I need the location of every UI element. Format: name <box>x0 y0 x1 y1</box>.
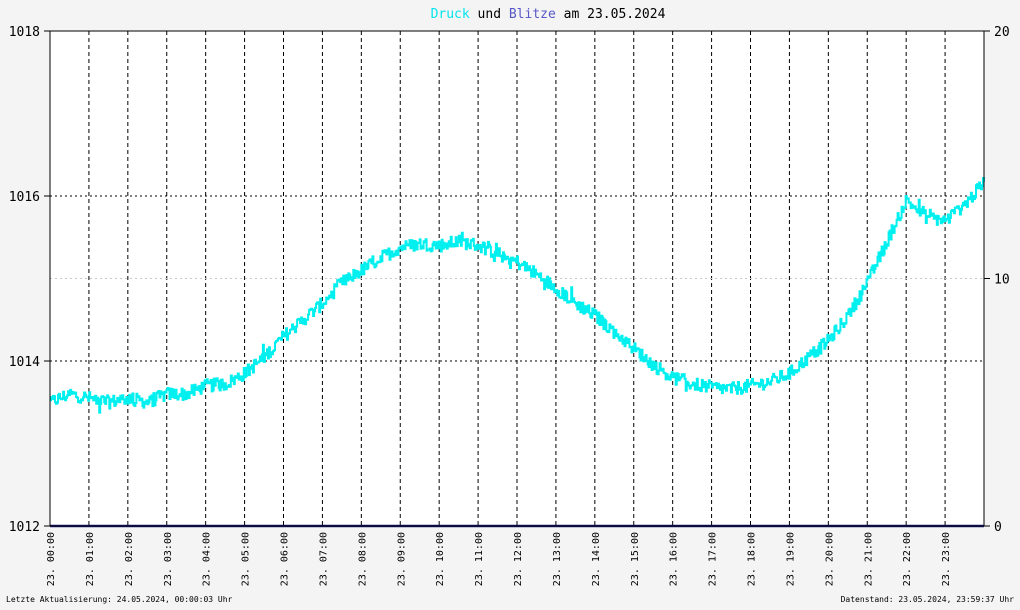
x-tick-label: 23. 13:00 <box>552 532 563 586</box>
x-tick-label: 23. 18:00 <box>747 532 758 586</box>
x-tick-label: 23. 00:00 <box>46 532 57 586</box>
y-tick-label-left: 1018 <box>9 25 40 40</box>
x-tick-label: 23. 09:00 <box>396 532 407 586</box>
x-tick-label: 23. 04:00 <box>202 532 213 586</box>
x-tick-label: 23. 10:00 <box>435 532 446 586</box>
x-tick-label: 23. 23:00 <box>941 532 952 586</box>
x-tick-label: 23. 21:00 <box>863 532 874 586</box>
x-tick-label: 23. 11:00 <box>474 532 485 586</box>
y-tick-label-left: 1016 <box>9 190 40 205</box>
series-line-druck <box>50 177 985 414</box>
x-tick-label: 23. 14:00 <box>591 532 602 586</box>
x-tick-label: 23. 20:00 <box>824 532 835 586</box>
chart-title-part-1: und <box>470 7 509 22</box>
footer-left: Letzte Aktualisierung: 24.05.2024, 00:00… <box>6 595 233 604</box>
chart-title-part-3: am 23.05.2024 <box>556 7 666 22</box>
x-tick-label: 23. 22:00 <box>902 532 913 586</box>
chart-title-part-2: Blitze <box>509 7 556 22</box>
x-tick-label: 23. 15:00 <box>630 532 641 586</box>
x-tick-label: 23. 01:00 <box>85 532 96 586</box>
chart-title-part-0: Druck <box>431 7 470 22</box>
x-tick-label: 23. 16:00 <box>669 532 680 586</box>
x-tick-label: 23. 06:00 <box>280 532 291 586</box>
x-tick-label: 23. 17:00 <box>708 532 719 586</box>
y-tick-label-right: 0 <box>994 520 1002 535</box>
footer-right: Datenstand: 23.05.2024, 23:59:37 Uhr <box>841 595 1015 604</box>
axes: 23. 00:00 23. 01:00 23. 02:00 23. 03:00 23. … <box>9 25 1010 586</box>
x-tick-label: 23. 12:00 <box>513 532 524 586</box>
x-tick-label: 23. 07:00 <box>318 532 329 586</box>
y-tick-label-left: 1014 <box>9 355 40 370</box>
y-tick-label-right: 20 <box>994 25 1010 40</box>
y-tick-label-right: 10 <box>994 273 1010 288</box>
x-tick-label: 23. 02:00 <box>124 532 135 586</box>
x-tick-label: 23. 08:00 <box>357 532 368 586</box>
x-tick-label: 23. 19:00 <box>785 532 796 586</box>
x-tick-label: 23. 03:00 <box>163 532 174 586</box>
y-tick-label-left: 1012 <box>9 520 40 535</box>
x-tick-label: 23. 05:00 <box>241 532 252 586</box>
chart-title: Druck und Blitze am 23.05.2024 <box>431 7 666 22</box>
